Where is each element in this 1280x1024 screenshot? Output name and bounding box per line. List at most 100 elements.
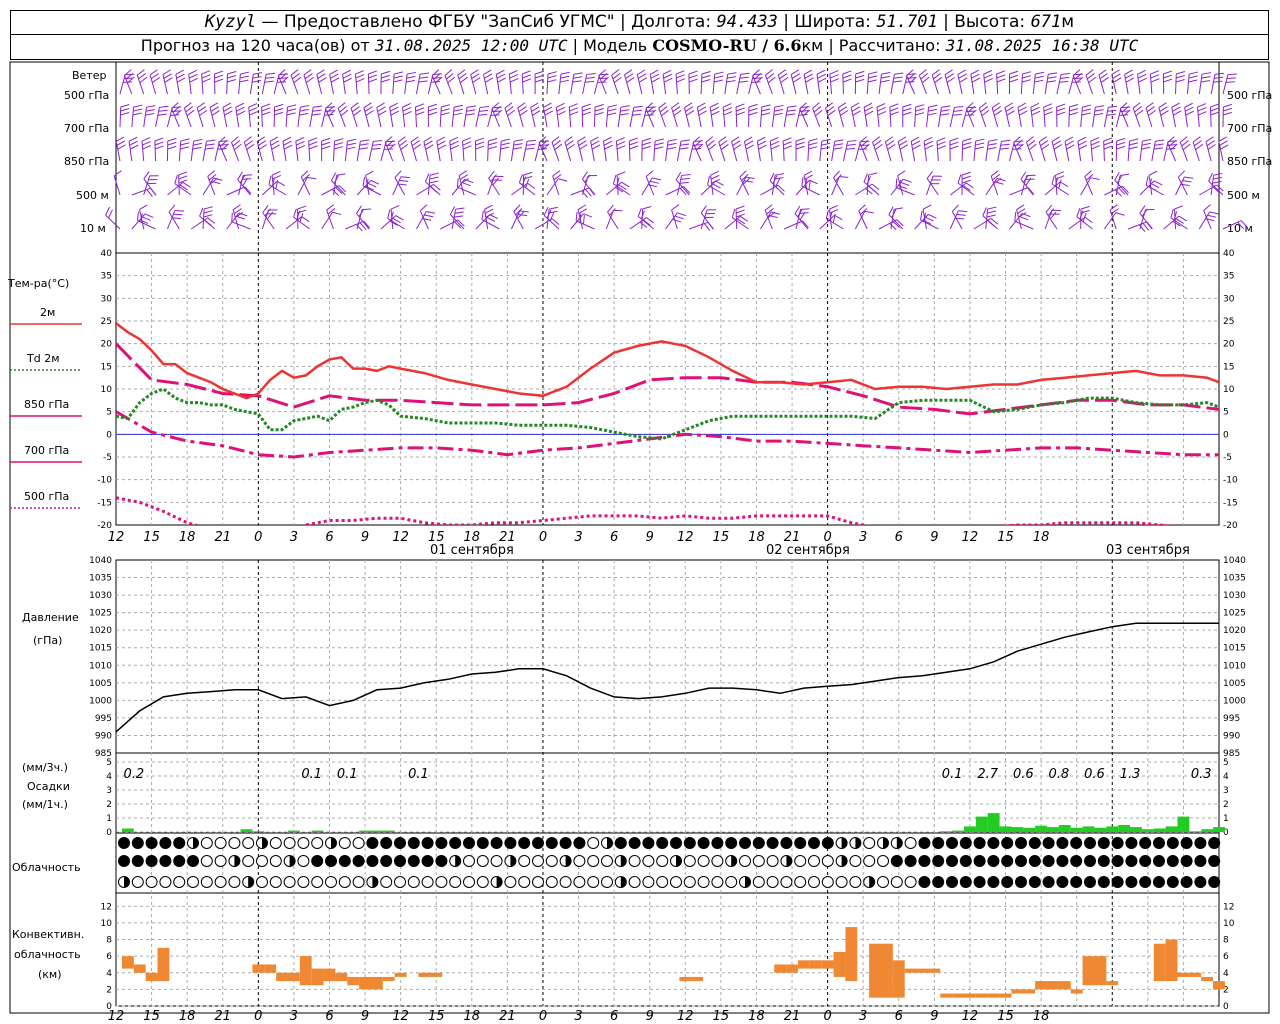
wind-barb-feather — [1072, 69, 1081, 76]
wind-barb-feather — [774, 104, 784, 108]
wind-barb-shaft — [1045, 211, 1058, 230]
wind-barb-shaft — [356, 213, 370, 230]
wind-barb-shaft — [1009, 141, 1015, 162]
temp-tick-right: 0 — [1223, 430, 1229, 440]
wind-barb — [795, 179, 818, 196]
wind-barb-feather — [399, 179, 409, 182]
wind-barb-feather — [1189, 71, 1199, 75]
conv-bar — [287, 972, 300, 982]
wind-barb-shaft — [888, 214, 904, 230]
wind-barb-feather — [1094, 109, 1104, 112]
precip-total-10: 0.3 — [1191, 767, 1212, 782]
wind-barb-feather — [513, 204, 521, 212]
wind-barb-feather — [833, 147, 843, 150]
cloud-circle — [159, 876, 172, 888]
conv-bar — [821, 960, 834, 969]
wind-barb-feather — [786, 113, 796, 116]
wind-barb-shaft — [1043, 107, 1046, 128]
wind-barb-shaft — [367, 73, 370, 95]
wind-barb-feather — [990, 170, 999, 177]
precip-tick-right: 3 — [1223, 786, 1229, 796]
wind-barb-feather — [723, 107, 732, 112]
precip-tick-right: 0 — [1223, 828, 1229, 838]
cloud-symbol — [697, 855, 710, 867]
wind-barb-feather — [767, 76, 776, 84]
wind-barb-feather — [967, 105, 976, 113]
cloud-circle — [946, 837, 958, 849]
wind-barb-feather — [919, 69, 927, 76]
wind-barb — [488, 170, 500, 196]
cloud-half — [620, 876, 627, 888]
cloud-circle — [973, 876, 986, 888]
cloud-circle — [283, 837, 296, 849]
cloud-circle — [752, 837, 765, 849]
cloud-symbol — [352, 837, 365, 849]
wind-barb-feather — [339, 106, 347, 113]
wind-barb-shaft — [344, 141, 348, 162]
wind-barb-shaft — [249, 74, 254, 95]
wind-barb-shaft — [457, 186, 477, 196]
cloud-symbol — [1111, 855, 1124, 867]
wind-barb-shaft — [918, 75, 927, 95]
wind-barb — [978, 102, 990, 128]
cloud-half — [372, 876, 378, 888]
cloud-circle — [380, 855, 393, 867]
cloud-circle — [1001, 876, 1014, 888]
wind-barb — [1166, 136, 1178, 162]
cloud-symbol — [835, 837, 848, 849]
wind-barb-feather — [1128, 146, 1138, 150]
wind-barb-shaft — [1171, 107, 1177, 128]
wind-barb-feather — [757, 140, 767, 146]
wind-barb-feather — [457, 69, 466, 76]
wind-barb-shaft — [316, 74, 323, 95]
temp-tick-left: -5 — [103, 453, 112, 463]
wind-barb-feather — [127, 76, 135, 84]
cloud-symbol — [504, 837, 517, 849]
wind-barb — [807, 138, 818, 162]
pressure-tick-left: 1040 — [89, 556, 112, 566]
cloud-symbol — [366, 855, 379, 867]
wind-barb-feather — [1167, 136, 1175, 144]
wind-barb-shaft — [1098, 74, 1105, 95]
wind-barb-feather — [180, 146, 189, 150]
pressure-tick-left: 1025 — [89, 609, 112, 619]
wind-barb-feather — [868, 71, 878, 75]
wind-barb — [427, 172, 439, 196]
wind-barb-feather — [886, 140, 895, 147]
wind-barb-feather — [492, 177, 500, 186]
wind-barb-feather — [551, 136, 560, 143]
cloud-circle — [394, 876, 406, 888]
wind-barb — [906, 69, 917, 95]
precip-tick-right: 1 — [1223, 814, 1229, 824]
wind-barb — [949, 105, 964, 128]
wind-barb-feather — [1155, 139, 1165, 142]
wind-barb — [202, 139, 216, 162]
wind-barb-feather — [115, 136, 125, 142]
wind-barb — [1092, 105, 1105, 128]
wind-barb-shaft — [859, 142, 868, 162]
cloud-circle — [766, 855, 779, 867]
wind-barb-feather — [290, 69, 299, 76]
wind-barb-shaft — [645, 108, 655, 128]
conv-bar — [311, 968, 324, 986]
wind-barb-feather — [864, 210, 874, 214]
wind-barb-feather — [603, 136, 612, 142]
wind-barb-feather — [637, 73, 647, 79]
wind-barb — [269, 136, 280, 162]
wind-barb-feather — [640, 210, 645, 220]
cloud-symbol — [490, 876, 503, 888]
wind-barb-shaft — [137, 220, 156, 230]
wind-barb — [201, 70, 211, 95]
wind-barb-shaft — [491, 108, 500, 128]
cloud-circle — [145, 837, 158, 849]
model-name: COSMO-RU / 6.6 — [652, 36, 802, 55]
wind-barb — [218, 136, 229, 162]
wind-barb-feather — [1173, 110, 1182, 116]
wind-barb-feather — [937, 145, 947, 150]
wind-barb-feather — [1170, 143, 1178, 151]
wind-barb-feather — [481, 210, 484, 220]
wind-barb — [1068, 104, 1079, 128]
wind-barb-feather — [987, 147, 997, 150]
cloud-symbol — [835, 876, 848, 888]
wind-barb — [748, 103, 758, 128]
